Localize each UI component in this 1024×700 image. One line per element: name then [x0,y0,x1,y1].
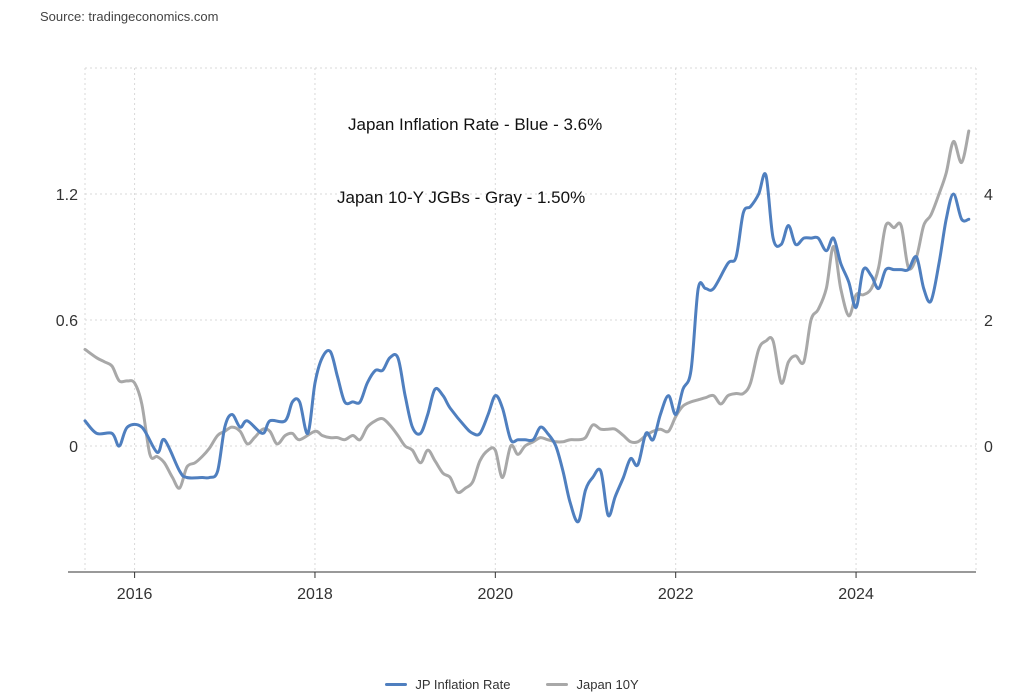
axis-ticks: 2016 2018 2020 2022 2024 0 0.6 1.2 0 2 4 [56,187,993,603]
y-left-tick-label: 0.6 [56,313,78,330]
legend-label-japan-10y: Japan 10Y [576,677,639,692]
legend-item-japan-10y[interactable]: Japan 10Y [546,677,639,692]
chart-legend: JP Inflation Rate Japan 10Y [0,677,1024,692]
annotation-jgb: Japan 10-Y JGBs - Gray - 1.50% [337,188,585,207]
y-right-tick-label: 0 [984,439,993,456]
y-left-tick-label: 0 [69,439,78,456]
annotation-inflation: Japan Inflation Rate - Blue - 3.6% [348,115,602,134]
chart-series [83,129,971,524]
line-chart: 2016 2018 2020 2022 2024 0 0.6 1.2 0 2 4 Japan Inf… [56,67,993,603]
x-tick-label: 2016 [117,586,153,603]
x-tick-label: 2024 [838,586,874,603]
x-tick-label: 2022 [658,586,694,603]
legend-label-inflation: JP Inflation Rate [415,677,511,692]
y-right-tick-label: 2 [984,313,993,330]
chart-grid [84,67,977,572]
x-tick-label: 2018 [297,586,333,603]
series-line-jp-inflation [83,172,971,524]
legend-swatch-blue [385,683,408,686]
series-line-japan-10y [83,129,971,495]
legend-item-inflation[interactable]: JP Inflation Rate [385,677,510,692]
y-left-tick-label: 1.2 [56,187,78,204]
y-right-tick-label: 4 [984,187,993,204]
source-label: Source: tradingeconomics.com [40,9,219,24]
legend-swatch-gray [546,683,569,686]
x-tick-label: 2020 [478,586,514,603]
